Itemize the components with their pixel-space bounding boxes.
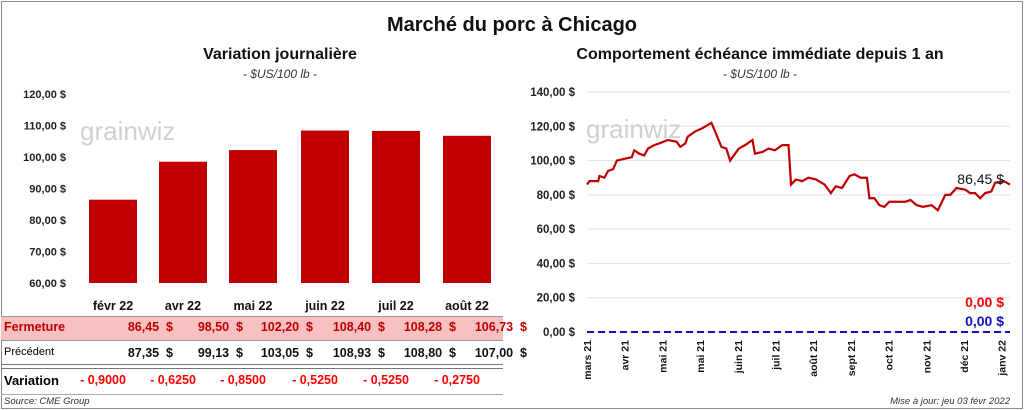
cell-prev: 103,05 $ <box>260 346 313 360</box>
cell-change: - 0,8500 <box>220 373 266 387</box>
cell-prev: 108,80 $ <box>403 346 456 360</box>
x-tick-label: juin 21 <box>733 340 745 374</box>
bar <box>443 135 491 283</box>
y-tick-label: 70,00 $ <box>29 247 66 259</box>
left-chart-title: Variation journalière <box>203 46 357 63</box>
x-tick-label: août 21 <box>808 340 820 377</box>
zero-label-red: 0,00 $ <box>965 294 1004 310</box>
cell-change: - 0,2750 <box>434 373 480 387</box>
double-rule <box>1 364 503 369</box>
row-label-close: Fermeture <box>4 320 66 334</box>
x-tick-label: août 22 <box>445 299 489 313</box>
close-row-bg <box>1 316 503 341</box>
y-tick-label: 110,00 $ <box>24 121 66 133</box>
cell-close: 102,20 $ <box>260 320 313 334</box>
y-tick-label: 80,00 $ <box>29 215 66 227</box>
cell-change: - 0,5250 <box>363 373 409 387</box>
price-line <box>586 121 1011 213</box>
x-tick-label: avr 22 <box>165 299 201 313</box>
cell-change: - 0,9000 <box>80 373 126 387</box>
x-tick-label: mai 21 <box>657 340 669 373</box>
right-chart-subtitle: - $US/100 lb - <box>722 67 798 81</box>
bar <box>372 130 420 283</box>
y-tick-label: 120,00 $ <box>23 89 66 101</box>
cell-close: 108,28 $ <box>403 320 456 334</box>
x-tick-label: oct 21 <box>884 340 896 371</box>
x-tick-label: mai 21 <box>695 340 707 373</box>
y-tick-label: 80,00 $ <box>537 190 576 202</box>
x-tick-label: déc 21 <box>959 340 971 373</box>
cell-prev: 87,35 $ <box>127 346 173 360</box>
y-tick-label: 60,00 $ <box>537 224 576 236</box>
cell-prev: 107,00 $ <box>474 346 527 360</box>
right-chart-title: Comportement échéance immédiate depuis 1… <box>576 46 944 63</box>
row-label-change: Variation <box>4 373 59 388</box>
zero-label-blue: 0,00 $ <box>965 313 1004 329</box>
x-tick-label: juil 22 <box>377 299 413 313</box>
x-tick-label: mai 22 <box>234 299 273 313</box>
page-title: Marché du porc à Chicago <box>386 14 638 36</box>
x-tick-label: févr 22 <box>93 299 133 313</box>
y-tick-label: 100,00 $ <box>530 156 575 168</box>
cell-prev: 108,93 $ <box>332 346 385 360</box>
x-tick-label: juin 22 <box>304 299 345 313</box>
bar <box>89 199 137 283</box>
line-chart: 0,00 $ 20,00 $ 40,00 $ 60,00 $ 80,00 $ 100,00… <box>530 87 1011 380</box>
cell-change: - 0,6250 <box>150 373 196 387</box>
cell-close: 86,45 $ <box>127 320 173 334</box>
cell-close: 106,73 $ <box>474 320 527 334</box>
data-table: Fermeture Précédent Variation 86,45 $ 98,… <box>4 320 527 388</box>
bar <box>301 130 349 283</box>
x-tick-label: juil 21 <box>770 340 782 371</box>
cell-close: 108,40 $ <box>332 320 385 334</box>
x-tick-label: sept 21 <box>846 340 858 376</box>
bar <box>229 150 277 283</box>
cell-change: - 0,5250 <box>292 373 338 387</box>
source-note: Source: CME Group <box>4 396 90 407</box>
bar-chart: grainwiz 60,00 $ 70,00 $ 80,00 $ 90,00 $ 100,… <box>23 89 491 313</box>
y-tick-label: 60,00 $ <box>29 278 66 290</box>
y-tick-label: 40,00 $ <box>537 258 576 270</box>
y-tick-label: 140,00 $ <box>530 87 575 99</box>
y-tick-label: 90,00 $ <box>29 184 66 196</box>
y-tick-label: 120,00 $ <box>530 121 575 133</box>
x-tick-label: janv 22 <box>997 340 1009 377</box>
watermark: grainwiz <box>586 114 681 144</box>
y-tick-label: 20,00 $ <box>537 293 576 305</box>
left-chart-subtitle: - $US/100 lb - <box>242 67 318 81</box>
table-bottom-rule <box>1 394 503 395</box>
last-value-label: 86,45 $ <box>957 171 1004 187</box>
update-note: Mise à jour: jeu 03 févr 2022 <box>890 396 1010 407</box>
x-tick-label: avr 21 <box>620 340 632 371</box>
bar <box>159 161 207 283</box>
y-tick-label: 100,00 $ <box>23 152 66 164</box>
x-tick-label: mars 21 <box>582 340 594 380</box>
cell-prev: 99,13 $ <box>197 346 243 360</box>
row-label-prev: Précédent <box>4 346 55 358</box>
x-tick-label: nov 21 <box>921 340 933 373</box>
cell-close: 98,50 $ <box>197 320 243 334</box>
watermark: grainwiz <box>80 116 175 146</box>
y-tick-label: 0,00 $ <box>543 327 576 339</box>
